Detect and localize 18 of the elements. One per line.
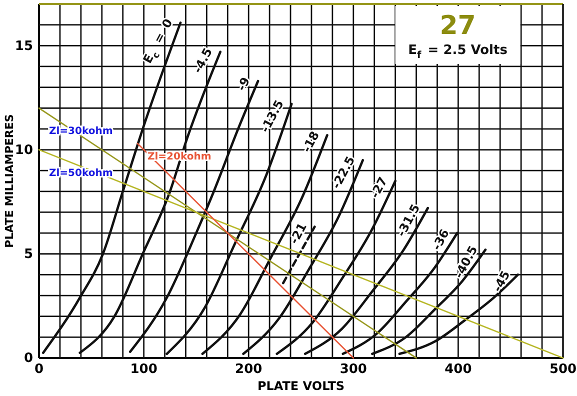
text: -22.5 — [329, 154, 358, 192]
y-axis-title: PLATE MILLIAMPERES — [3, 114, 16, 248]
x-tick-label: 100 — [130, 362, 158, 378]
x-tick-label: 200 — [235, 362, 262, 378]
x-tick-label: 0 — [34, 362, 44, 378]
x-axis-title: PLATE VOLTS — [257, 379, 345, 393]
chart-title: 27 — [440, 11, 476, 41]
y-tick-label: 0 — [24, 351, 33, 366]
y-tick-label: 15 — [14, 38, 33, 54]
text: -40.5 — [452, 243, 480, 281]
y-tick-label: 10 — [14, 142, 33, 158]
x-tick-label: 300 — [340, 362, 367, 378]
x-tick-label: 400 — [444, 362, 472, 378]
text: E$_{f}$ = 2.5 Volts — [408, 43, 508, 61]
text: -31.5 — [394, 202, 423, 239]
text: -9 — [234, 74, 253, 94]
y-tick-label: 5 — [24, 247, 33, 262]
x-tick-label: 500 — [549, 362, 577, 378]
